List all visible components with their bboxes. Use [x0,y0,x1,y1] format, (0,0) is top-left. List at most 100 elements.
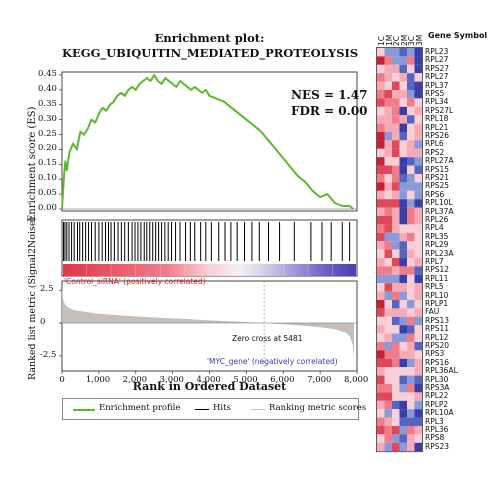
heatmap-cell [377,216,385,225]
heatmap-cell [399,400,407,410]
heatmap-cell [377,90,385,99]
heatmap-cell [399,157,407,166]
gene-symbol-label: RPS27L [425,105,454,115]
heatmap-cell [407,274,415,284]
heatmap-cell [377,350,385,359]
heatmap-cell [399,375,407,384]
heatmap-cell [392,308,400,317]
heatmap-cell [399,165,407,174]
heatmap-cell [377,409,385,418]
heatmap-cell [384,333,392,342]
heatmap-cell [384,316,392,326]
heatmap-cell [407,140,415,149]
heatmap-cell [384,132,392,141]
gene-symbol-label: RPS8 [425,433,445,443]
heatmap-cell [377,400,385,410]
heatmap-cell [392,342,400,351]
heatmap-cell [377,325,385,334]
heatmap-cell [414,392,422,401]
heatmap-cell [407,157,415,166]
gene-symbol-label: RPL23 [425,47,449,56]
heatmap-cell [384,258,392,267]
heatmap-cell [377,224,385,233]
heatmap-cell [384,392,392,401]
heatmap-cell [407,98,415,107]
gene-symbol-label: RPS16 [425,357,450,367]
chart-subtitle: KEGG_UBIQUITIN_MEDIATED_PROTEOLYSIS [62,46,359,60]
heatmap-cell [392,241,400,250]
heatmap-cell [392,157,400,166]
heatmap-cell [399,174,407,183]
heatmap-cell [407,56,415,65]
heatmap-cell [399,316,407,326]
heatmap-cell [392,81,400,90]
heatmap-cell [384,207,392,216]
heatmap-cell [414,358,422,368]
heatmap-cell [407,300,415,309]
heatmap-cell [407,400,415,410]
heatmap-cell [407,132,415,141]
heatmap-cell [384,384,392,393]
heatmap-cell [414,140,422,149]
gene-symbol-label: RPL35 [425,231,449,241]
heatmap-cell [384,350,392,359]
heatmap-cell [392,199,400,208]
gene-symbol-label: RPS3A [425,383,450,392]
heatmap-cell [377,115,385,124]
heatmap-cell [384,123,392,132]
gene-symbol-label: RPS15 [425,164,450,174]
heatmap-cell [399,325,407,334]
heatmap-cell [392,291,400,300]
heatmap-cell [377,249,385,258]
heatmap-cell [414,291,422,300]
heatmap-cell [377,434,385,443]
gene-symbol-label: RPL11 [425,273,449,283]
heatmap-cell [392,367,400,376]
heatmap-cell [407,392,415,401]
heatmap-cell [384,417,392,426]
gene-symbol-label: RPLP2 [425,399,449,409]
zero-cross-label: Zero cross at 5481 [232,334,303,343]
x-tick-label: 4,000 [196,375,221,385]
gene-symbol-label: RPS26 [425,131,450,140]
heatmap-cell [414,350,422,359]
heatmap-cell [399,98,407,107]
heatmap-cell [392,409,400,418]
heatmap-cell [407,81,415,90]
heatmap-cell [384,342,392,351]
es-y-tick-label: 0.40 [38,83,57,94]
heatmap-cell [384,241,392,250]
heatmap-cell [399,115,407,124]
gene-symbol-label: RPL4 [425,223,444,233]
heatmap-cell [384,98,392,107]
gene-symbol-label: RPL5 [425,282,444,292]
heatmap-frame [376,47,423,453]
heatmap-cell [392,350,400,359]
heatmap-cell [392,123,400,132]
heatmap-cell [384,81,392,90]
heatmap-cell [384,300,392,309]
heatmap-cell [377,300,385,309]
heatmap-cell [399,442,407,452]
heatmap-cell [407,308,415,317]
heatmap-cell [414,98,422,107]
heatmap-cell [407,148,415,158]
heatmap-cell [377,274,385,284]
es-y-tick-label: 0.10 [38,173,57,184]
heatmap-cell [399,241,407,250]
heatmap-cell [377,106,385,116]
heatmap-cell [399,350,407,359]
heatmap-cell [399,140,407,149]
nes-value: NES = 1.47 [291,88,368,102]
es-frame [61,71,358,212]
heatmap-cell [399,434,407,443]
gene-symbol-label: RPS23 [425,441,450,451]
heatmap-cell [414,426,422,435]
x-tick-label: 3,000 [159,375,184,385]
heatmap-cell [407,224,415,233]
gene-symbol-label: RPS27 [425,63,450,73]
x-tick-label: 1,000 [85,375,111,385]
es-y-tick-label: 0.35 [38,98,57,109]
heatmap-cell [399,308,407,317]
heatmap-cell [414,56,422,65]
